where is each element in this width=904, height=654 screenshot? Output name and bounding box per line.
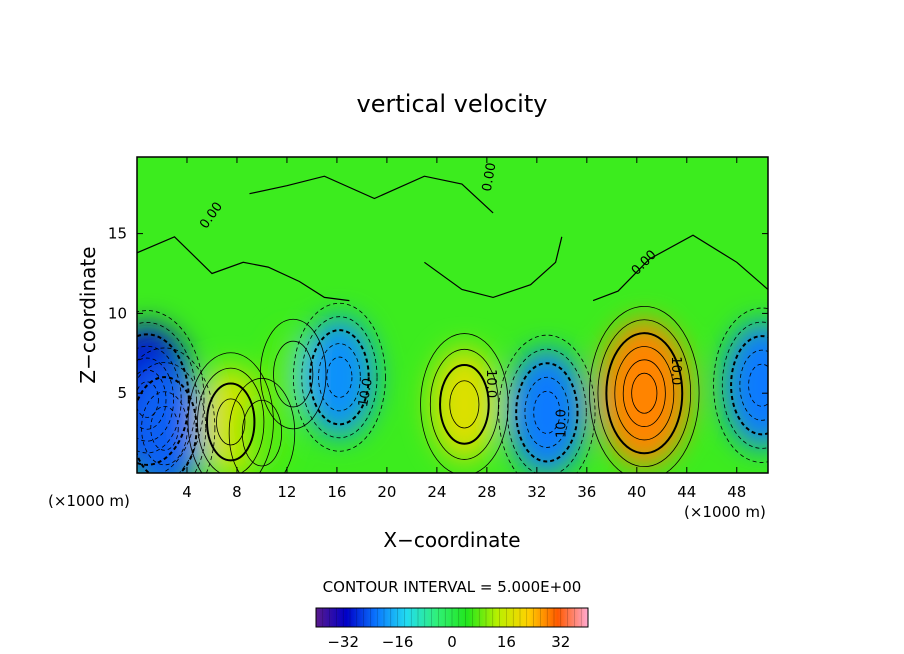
colorbar-tick-label-1: −16 bbox=[382, 633, 414, 651]
contour-8-5 bbox=[631, 372, 658, 414]
y-axis-label: Z−coordinate bbox=[76, 246, 100, 383]
x-tick-label-1: 8 bbox=[232, 483, 242, 501]
contour-7-3 bbox=[524, 376, 570, 448]
x-tick-label-0: 4 bbox=[182, 483, 192, 501]
contour-label-6: 10.0 bbox=[668, 356, 683, 385]
contour-8-3 bbox=[614, 346, 675, 441]
contour-8-2 bbox=[605, 332, 684, 455]
x-tick-label-9: 40 bbox=[627, 483, 646, 501]
y-tick-label-2: 15 bbox=[108, 225, 127, 243]
contour-6-2 bbox=[439, 364, 490, 445]
contour-5-1 bbox=[301, 316, 378, 439]
contour-9-1 bbox=[721, 321, 768, 449]
x-tick-label-8: 36 bbox=[577, 483, 596, 501]
contour-4-1 bbox=[273, 340, 314, 408]
contour-1-0 bbox=[137, 347, 216, 473]
field-cell-4 bbox=[270, 333, 316, 415]
contour-7-4 bbox=[533, 390, 561, 434]
contour-9-2 bbox=[730, 335, 768, 436]
contour-5-3 bbox=[318, 343, 361, 412]
x-tick-label-5: 24 bbox=[427, 483, 446, 501]
contour-0-6 bbox=[137, 381, 159, 418]
contour-2-3 bbox=[216, 398, 246, 446]
x-tick-label-2: 12 bbox=[277, 483, 296, 501]
contour-label-5: 10.0 bbox=[555, 409, 570, 438]
chart-title: vertical velocity bbox=[357, 90, 548, 118]
x-tick-label-7: 32 bbox=[527, 483, 546, 501]
contour-9-3 bbox=[739, 349, 768, 421]
contour-interval-text: CONTOUR INTERVAL = 5.000E+00 bbox=[323, 578, 582, 596]
x-axis-label: X−coordinate bbox=[383, 528, 520, 552]
plot-frame bbox=[136, 156, 769, 474]
contour-6-1 bbox=[429, 348, 499, 460]
x-tick-label-11: 48 bbox=[727, 483, 746, 501]
contour-9-0 bbox=[713, 307, 768, 463]
contour-5-0 bbox=[293, 302, 386, 452]
contour-0-4 bbox=[137, 357, 174, 442]
contour-4-0 bbox=[259, 318, 327, 430]
contour-3-1 bbox=[241, 399, 283, 467]
contour-2-0 bbox=[187, 352, 274, 473]
colorbar-gradient bbox=[316, 608, 588, 627]
contour-2-1 bbox=[197, 367, 265, 473]
contour-label-3: 10.0 bbox=[356, 377, 376, 408]
contour-8-1 bbox=[597, 319, 692, 468]
contour-0-3 bbox=[137, 345, 182, 454]
colorbar-tick-label-4: 32 bbox=[551, 633, 570, 651]
x-tick-label-6: 28 bbox=[477, 483, 496, 501]
x-tick-label-10: 44 bbox=[677, 483, 696, 501]
x-tick-label-3: 16 bbox=[327, 483, 346, 501]
x-unit-left: (×1000 m) bbox=[48, 492, 130, 510]
colorbar-tick-label-3: 16 bbox=[497, 633, 516, 651]
contour-7-0 bbox=[498, 334, 596, 473]
contour-7-2 bbox=[515, 362, 579, 463]
contour-5-4 bbox=[326, 356, 353, 398]
colorbar-segments bbox=[322, 608, 582, 627]
contour-2-2 bbox=[205, 382, 256, 462]
contour-5-2 bbox=[309, 329, 370, 426]
contour-label-1: 0.00 bbox=[480, 162, 500, 193]
x-unit-right: (×1000 m) bbox=[684, 503, 766, 521]
field-cell-7 bbox=[508, 349, 586, 473]
contour-1-2 bbox=[137, 376, 198, 473]
contour-1-1 bbox=[137, 362, 207, 473]
y-axis: 5 10 15 bbox=[108, 225, 768, 402]
field-cell-8 bbox=[599, 320, 690, 467]
zero-contour-0 bbox=[137, 236, 350, 302]
x-tick-label-4: 20 bbox=[377, 483, 396, 501]
contour-0-1 bbox=[137, 322, 197, 473]
contour-label-4: 10.0 bbox=[483, 369, 498, 398]
contour-6-3 bbox=[449, 380, 480, 429]
contour-1-4 bbox=[150, 405, 179, 451]
zero-contour-3 bbox=[592, 234, 768, 302]
contour-0-2 bbox=[137, 333, 190, 466]
colorbar-frame bbox=[315, 607, 589, 628]
contour-6-0 bbox=[420, 333, 509, 473]
y-tick-label-1: 10 bbox=[108, 304, 127, 322]
zero-contour-2 bbox=[424, 236, 563, 299]
x-axis: 4 8 12 16 20 24 28 32 36 40 44 48 bbox=[182, 157, 746, 501]
zero-contour-1 bbox=[249, 175, 494, 214]
field-cell-5 bbox=[303, 317, 376, 438]
colorbar-tick-label-0: −32 bbox=[327, 633, 359, 651]
contour-3-0 bbox=[228, 377, 296, 473]
contour-7-1 bbox=[507, 348, 587, 473]
contour-0-0 bbox=[137, 310, 205, 473]
contour-8-0 bbox=[589, 306, 700, 473]
colorbar: −32 −16 0 16 32 bbox=[315, 607, 589, 651]
field-cell-9 bbox=[723, 322, 768, 449]
colorbar-tick-label-2: 0 bbox=[447, 633, 457, 651]
contour-1-3 bbox=[141, 391, 188, 466]
colorbar-ticks: −32 −16 0 16 32 bbox=[327, 633, 570, 651]
contour-8-4 bbox=[622, 359, 666, 427]
y-tick-label-0: 5 bbox=[117, 384, 127, 402]
contour-0-5 bbox=[137, 369, 167, 430]
